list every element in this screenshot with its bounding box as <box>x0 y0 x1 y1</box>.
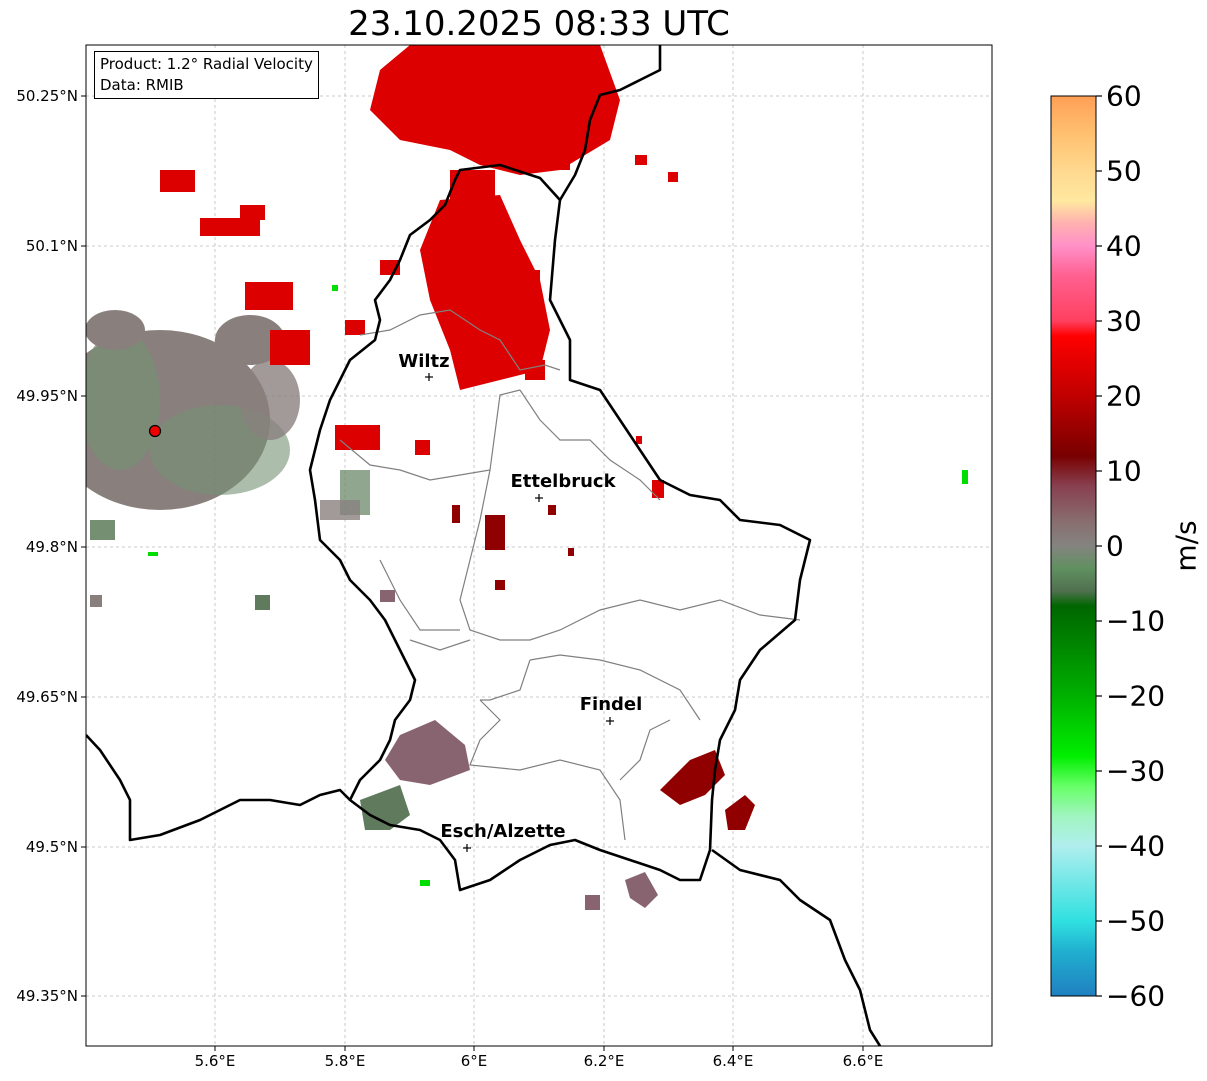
colorbar-tick-label: 50 <box>1106 154 1142 188</box>
colorbar-tick-label: −30 <box>1106 754 1166 788</box>
radar-site-marker <box>148 424 162 438</box>
lat-tick-label: 49.95°N <box>16 387 78 405</box>
product-label: Product: 1.2° Radial Velocity <box>100 55 313 73</box>
colorbar-tick-label: −60 <box>1106 979 1166 1013</box>
map-title: 23.10.2025 08:33 UTC <box>348 4 730 44</box>
data-source-label: Data: RMIB <box>100 76 184 94</box>
border-southwest <box>86 734 351 842</box>
map-frame <box>85 44 993 1047</box>
lon-tick-label: 5.8°E <box>324 1052 366 1070</box>
echo-dark-red-cells <box>452 505 755 830</box>
lat-tick-label: 50.25°N <box>16 87 78 105</box>
lat-tick-label: 49.35°N <box>16 987 78 1005</box>
colorbar-tick-label: 0 <box>1106 529 1124 563</box>
city-label-ettelbruck: Ettelbruck <box>510 471 616 492</box>
colorbar-tick-label: 10 <box>1106 454 1142 488</box>
lat-tick-label: 49.8°N <box>25 538 78 556</box>
canton-boundaries <box>339 309 801 841</box>
lat-tick-label: 49.65°N <box>16 688 78 706</box>
product-info-box: Product: 1.2° Radial Velocity Data: RMIB <box>94 51 319 99</box>
echo-near-radar <box>86 310 370 607</box>
city-label-findel: Findel <box>579 694 643 715</box>
lon-tick-label: 5.6°E <box>194 1052 236 1070</box>
colorbar-tick-label: −40 <box>1106 829 1166 863</box>
colorbar-tick-label: 20 <box>1106 379 1142 413</box>
colorbar-ticks <box>1096 95 1102 997</box>
colorbar-bar <box>1050 95 1097 997</box>
luxembourg-border <box>308 163 812 892</box>
lon-tick-label: 6.6°E <box>842 1052 884 1070</box>
city-marker-findel <box>606 717 614 725</box>
city-marker-wiltz <box>425 373 433 381</box>
lat-tick-label: 49.5°N <box>25 838 78 856</box>
colorbar-tick-label: −10 <box>1106 604 1166 638</box>
lon-tick-label: 6.2°E <box>583 1052 625 1070</box>
echo-approaching-specks <box>148 285 968 886</box>
border-east <box>558 45 662 201</box>
radar-echoes <box>86 45 968 910</box>
lon-tick-label: 6°E <box>460 1052 488 1070</box>
national-borders <box>86 45 882 1046</box>
colorbar-tick-label: −50 <box>1106 904 1166 938</box>
city-label-esch-alzette: Esch/Alzette <box>440 821 566 842</box>
city-marker-esch <box>463 844 471 852</box>
graticule <box>86 45 992 1046</box>
colorbar <box>1050 95 1102 997</box>
city-marker-ettelbruck <box>535 494 543 502</box>
echo-south-grey-cells <box>255 590 658 910</box>
border-southeast <box>711 848 882 1046</box>
colorbar-tick-label: 40 <box>1106 229 1142 263</box>
city-markers <box>425 373 614 852</box>
axis-ticks <box>81 95 864 1051</box>
colorbar-tick-label: 60 <box>1106 79 1142 113</box>
lat-tick-label: 50.1°N <box>25 237 78 255</box>
colorbar-tick-label: −20 <box>1106 679 1166 713</box>
city-label-wiltz: Wiltz <box>398 351 450 372</box>
echo-north-cells <box>160 45 678 498</box>
lon-tick-label: 6.4°E <box>712 1052 754 1070</box>
colorbar-tick-label: 30 <box>1106 304 1142 338</box>
colorbar-unit-label: m/s <box>1169 520 1203 572</box>
